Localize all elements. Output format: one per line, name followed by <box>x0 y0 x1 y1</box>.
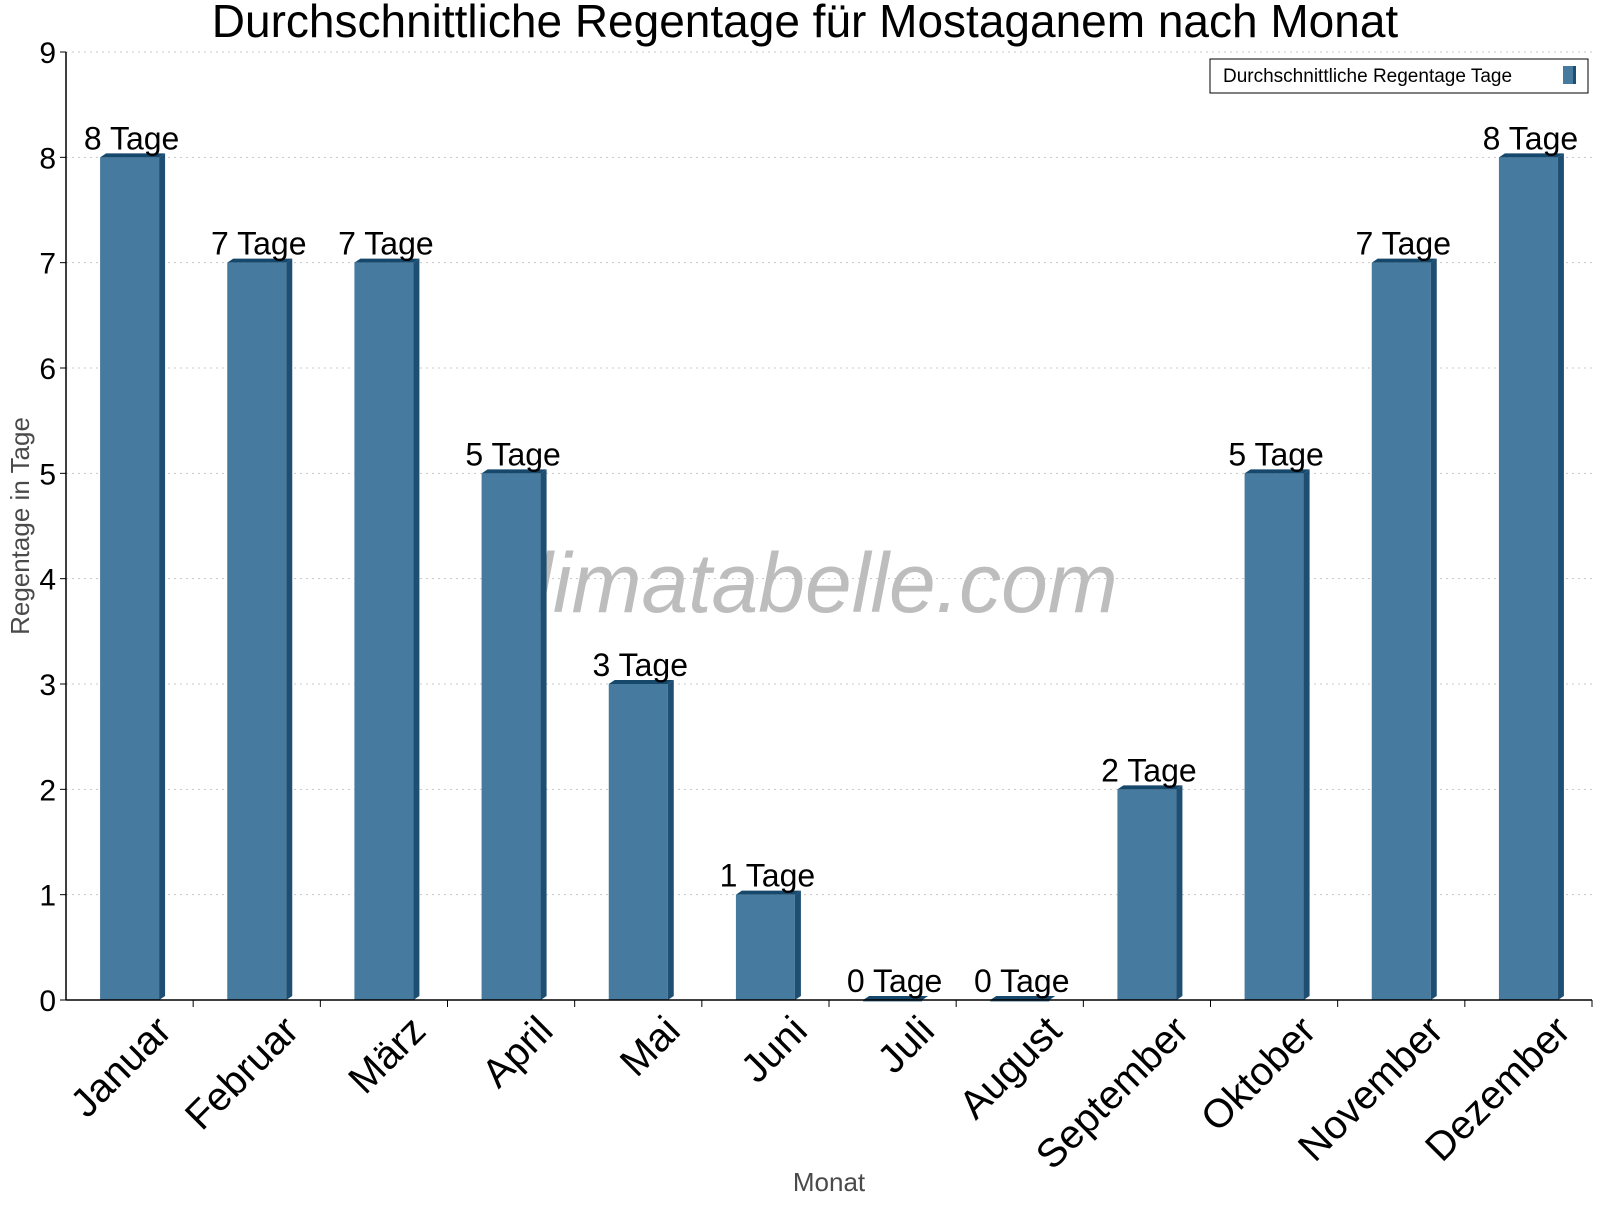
x-tick-label: Mai <box>612 1008 689 1085</box>
x-tick-label: März <box>340 1008 434 1102</box>
x-tick-label: Februar <box>177 1008 307 1138</box>
x-tick-label: Juli <box>869 1008 943 1082</box>
gridlines <box>66 51 1592 896</box>
bar <box>100 157 160 1001</box>
legend-box <box>1209 58 1589 94</box>
y-tick-label: 6 <box>39 353 56 386</box>
bar-side <box>794 890 801 1000</box>
legend-swatch <box>1563 66 1573 84</box>
bar-side <box>1557 153 1564 1001</box>
y-tick-label: 8 <box>39 142 56 175</box>
y-tick-label: 2 <box>39 774 56 807</box>
data-labels: 8 Tage 7 Tage 7 Tage 5 Tage 3 Tage 1 Tage 0 Ta… <box>84 120 1578 999</box>
bar-side <box>540 469 547 1000</box>
y-tick-label: 3 <box>39 669 56 702</box>
bar <box>227 262 287 1001</box>
bar-side <box>286 258 293 1001</box>
bar-top <box>735 890 801 895</box>
data-label: 3 Tage <box>593 647 689 683</box>
watermark: klimatabelle.com <box>492 536 1118 630</box>
bar-top <box>990 996 1056 1000</box>
bar-top <box>863 996 929 1000</box>
y-tick-label: 0 <box>39 985 56 1018</box>
data-label: 8 Tage <box>84 120 180 156</box>
bar-top <box>354 258 420 263</box>
data-label: 5 Tage <box>1228 436 1324 472</box>
bar-top <box>1117 785 1183 790</box>
bar <box>1117 789 1177 1000</box>
legend-label: Durchschnittliche Regentage Tage <box>1223 66 1512 87</box>
bar <box>1244 473 1304 1000</box>
y-ticks: 0 1 2 3 4 5 6 7 8 9 <box>39 37 66 1018</box>
bar <box>354 262 414 1001</box>
bar-side <box>159 153 166 1001</box>
bar-side <box>1430 258 1437 1001</box>
y-axis-title: Regentage in Tage <box>5 417 35 635</box>
data-label: 7 Tage <box>338 226 434 262</box>
legend: Durchschnittliche Regentage Tage <box>1209 58 1589 94</box>
data-label: 1 Tage <box>720 858 816 894</box>
bar <box>735 894 795 1000</box>
data-label: 7 Tage <box>1356 226 1452 262</box>
data-label: 5 Tage <box>465 436 561 472</box>
x-tick-label: Oktober <box>1193 1008 1325 1140</box>
bar-side <box>1303 469 1310 1000</box>
x-tick-label: April <box>474 1008 562 1096</box>
x-axis-title: Monat <box>793 1167 866 1197</box>
bar-top <box>481 469 547 474</box>
x-tick-label: August <box>951 1008 1070 1127</box>
data-label: 7 Tage <box>211 226 307 262</box>
bar-top <box>1244 469 1310 474</box>
y-tick-label: 7 <box>39 248 56 281</box>
bar-side <box>413 258 420 1001</box>
bar-top <box>1371 258 1437 263</box>
x-tick-label: Juni <box>733 1008 816 1091</box>
bar-side <box>1176 785 1183 1000</box>
y-tick-label: 1 <box>39 880 56 913</box>
bar <box>481 473 541 1000</box>
bar-top <box>227 258 293 263</box>
bar <box>608 684 668 1000</box>
bar <box>1498 157 1558 1001</box>
y-tick-label: 5 <box>39 458 56 491</box>
data-label: 0 Tage <box>847 963 943 999</box>
bar-top <box>608 680 674 684</box>
bar-top <box>100 153 166 158</box>
data-label: 8 Tage <box>1483 120 1579 156</box>
bar-top <box>1498 153 1564 158</box>
bar-side <box>667 680 674 1000</box>
axes <box>65 52 1592 1001</box>
y-tick-label: 9 <box>39 37 56 70</box>
data-label: 2 Tage <box>1101 752 1197 788</box>
bars <box>100 153 1564 1002</box>
bar <box>1371 262 1431 1001</box>
legend-swatch-side <box>1573 66 1576 84</box>
x-tick-label: Januar <box>62 1008 180 1126</box>
data-label: 0 Tage <box>974 963 1070 999</box>
chart-title: Durchschnittliche Regentage für Mostagan… <box>212 0 1399 47</box>
y-tick-label: 4 <box>39 564 56 597</box>
